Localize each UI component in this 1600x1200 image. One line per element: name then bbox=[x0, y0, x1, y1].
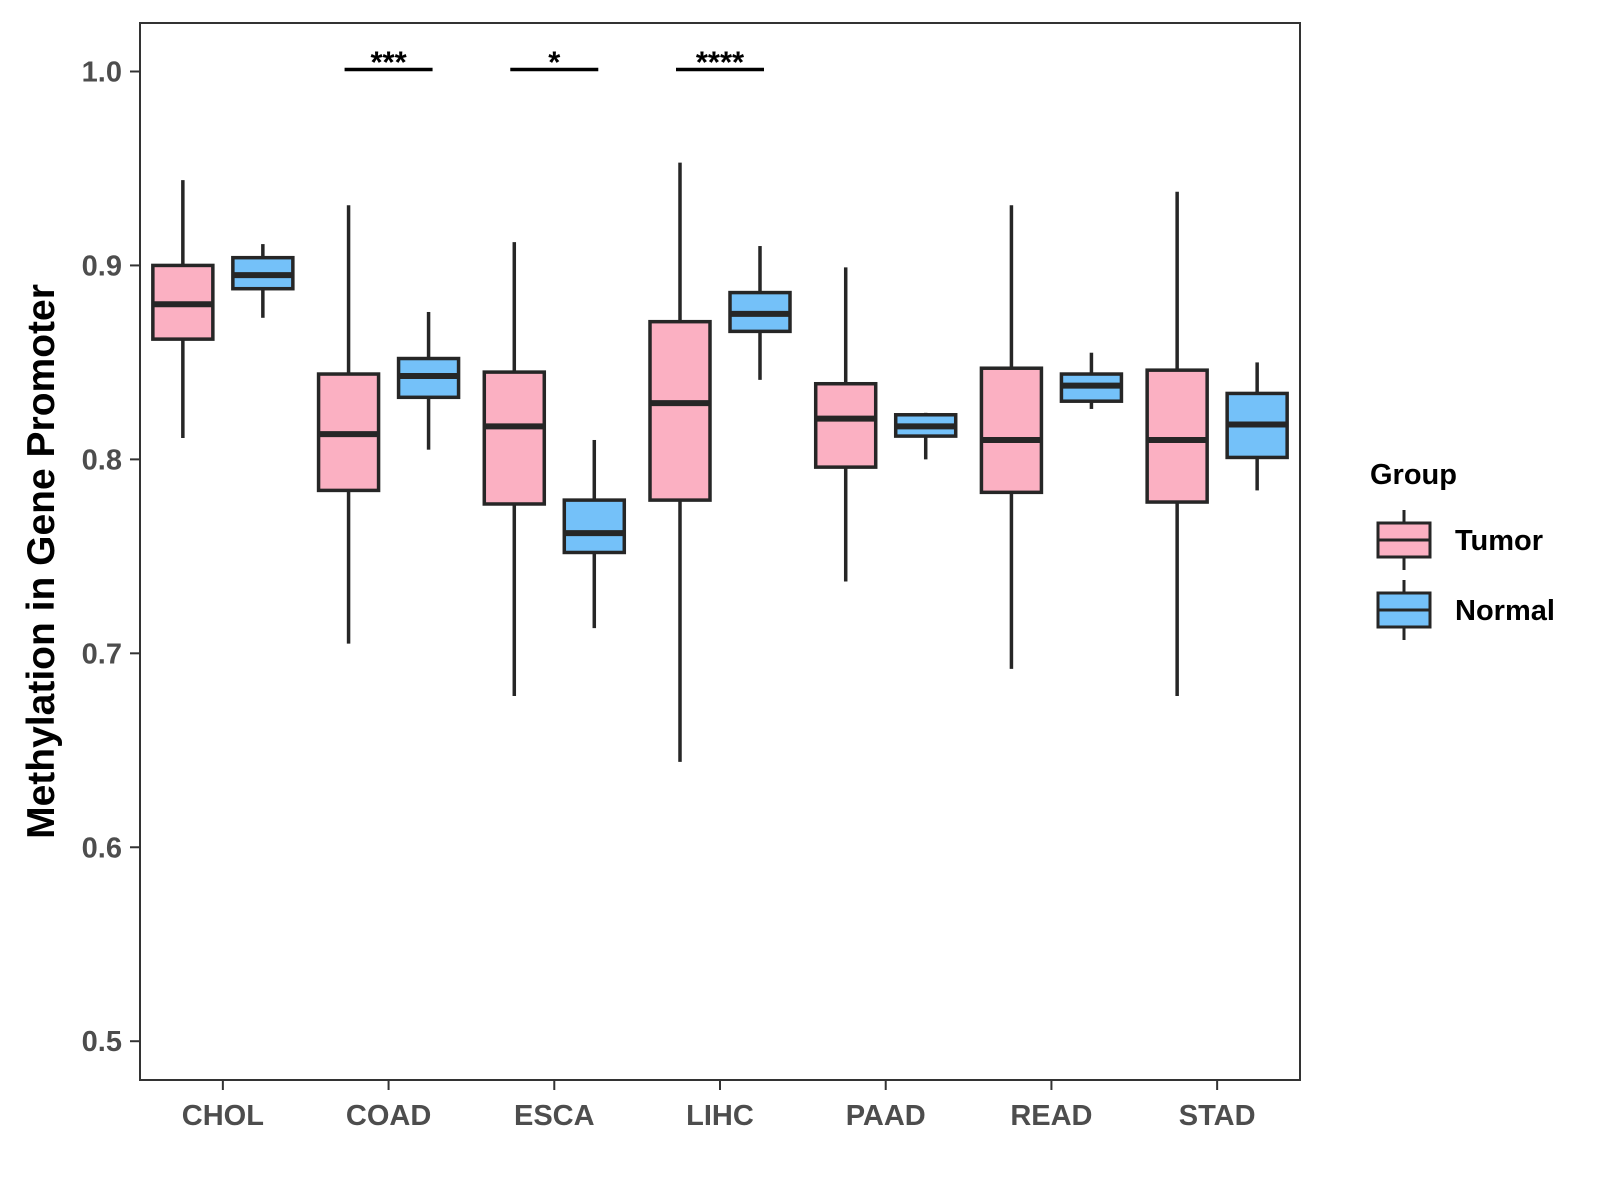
legend-title: Group bbox=[1370, 459, 1457, 491]
y-axis-title: Methylation in Gene Promoter bbox=[20, 284, 63, 839]
x-tick-label: CHOL bbox=[182, 1100, 264, 1132]
plot-panel-border bbox=[139, 22, 1301, 1081]
box-tumor-esca bbox=[482, 370, 547, 506]
significance-label-lihc: **** bbox=[696, 45, 745, 80]
y-tick-label: 1.0 bbox=[82, 56, 122, 88]
x-tick-label: ESCA bbox=[514, 1100, 595, 1132]
y-tick-label: 0.7 bbox=[82, 638, 122, 670]
box-normal-esca bbox=[562, 498, 627, 555]
x-tick-label: COAD bbox=[346, 1100, 431, 1132]
box-tumor-lihc bbox=[648, 319, 712, 502]
legend-label-tumor: Tumor bbox=[1455, 525, 1543, 557]
box-tumor-paad bbox=[813, 381, 878, 469]
x-tick-label: LIHC bbox=[686, 1100, 754, 1132]
y-tick-label: 0.9 bbox=[82, 250, 122, 282]
y-tick-label: 0.6 bbox=[82, 832, 122, 864]
x-tick-label: STAD bbox=[1179, 1100, 1256, 1132]
legend-label-normal: Normal bbox=[1455, 595, 1555, 627]
y-tick-label: 0.8 bbox=[82, 444, 122, 476]
significance-label-coad: *** bbox=[370, 45, 407, 80]
box-tumor-read bbox=[979, 366, 1044, 495]
x-tick-label: PAAD bbox=[846, 1100, 926, 1132]
box-tumor-stad bbox=[1145, 368, 1209, 504]
x-tick-label: READ bbox=[1010, 1100, 1092, 1132]
significance-label-esca: * bbox=[548, 45, 561, 80]
y-tick-label: 0.5 bbox=[82, 1026, 122, 1058]
